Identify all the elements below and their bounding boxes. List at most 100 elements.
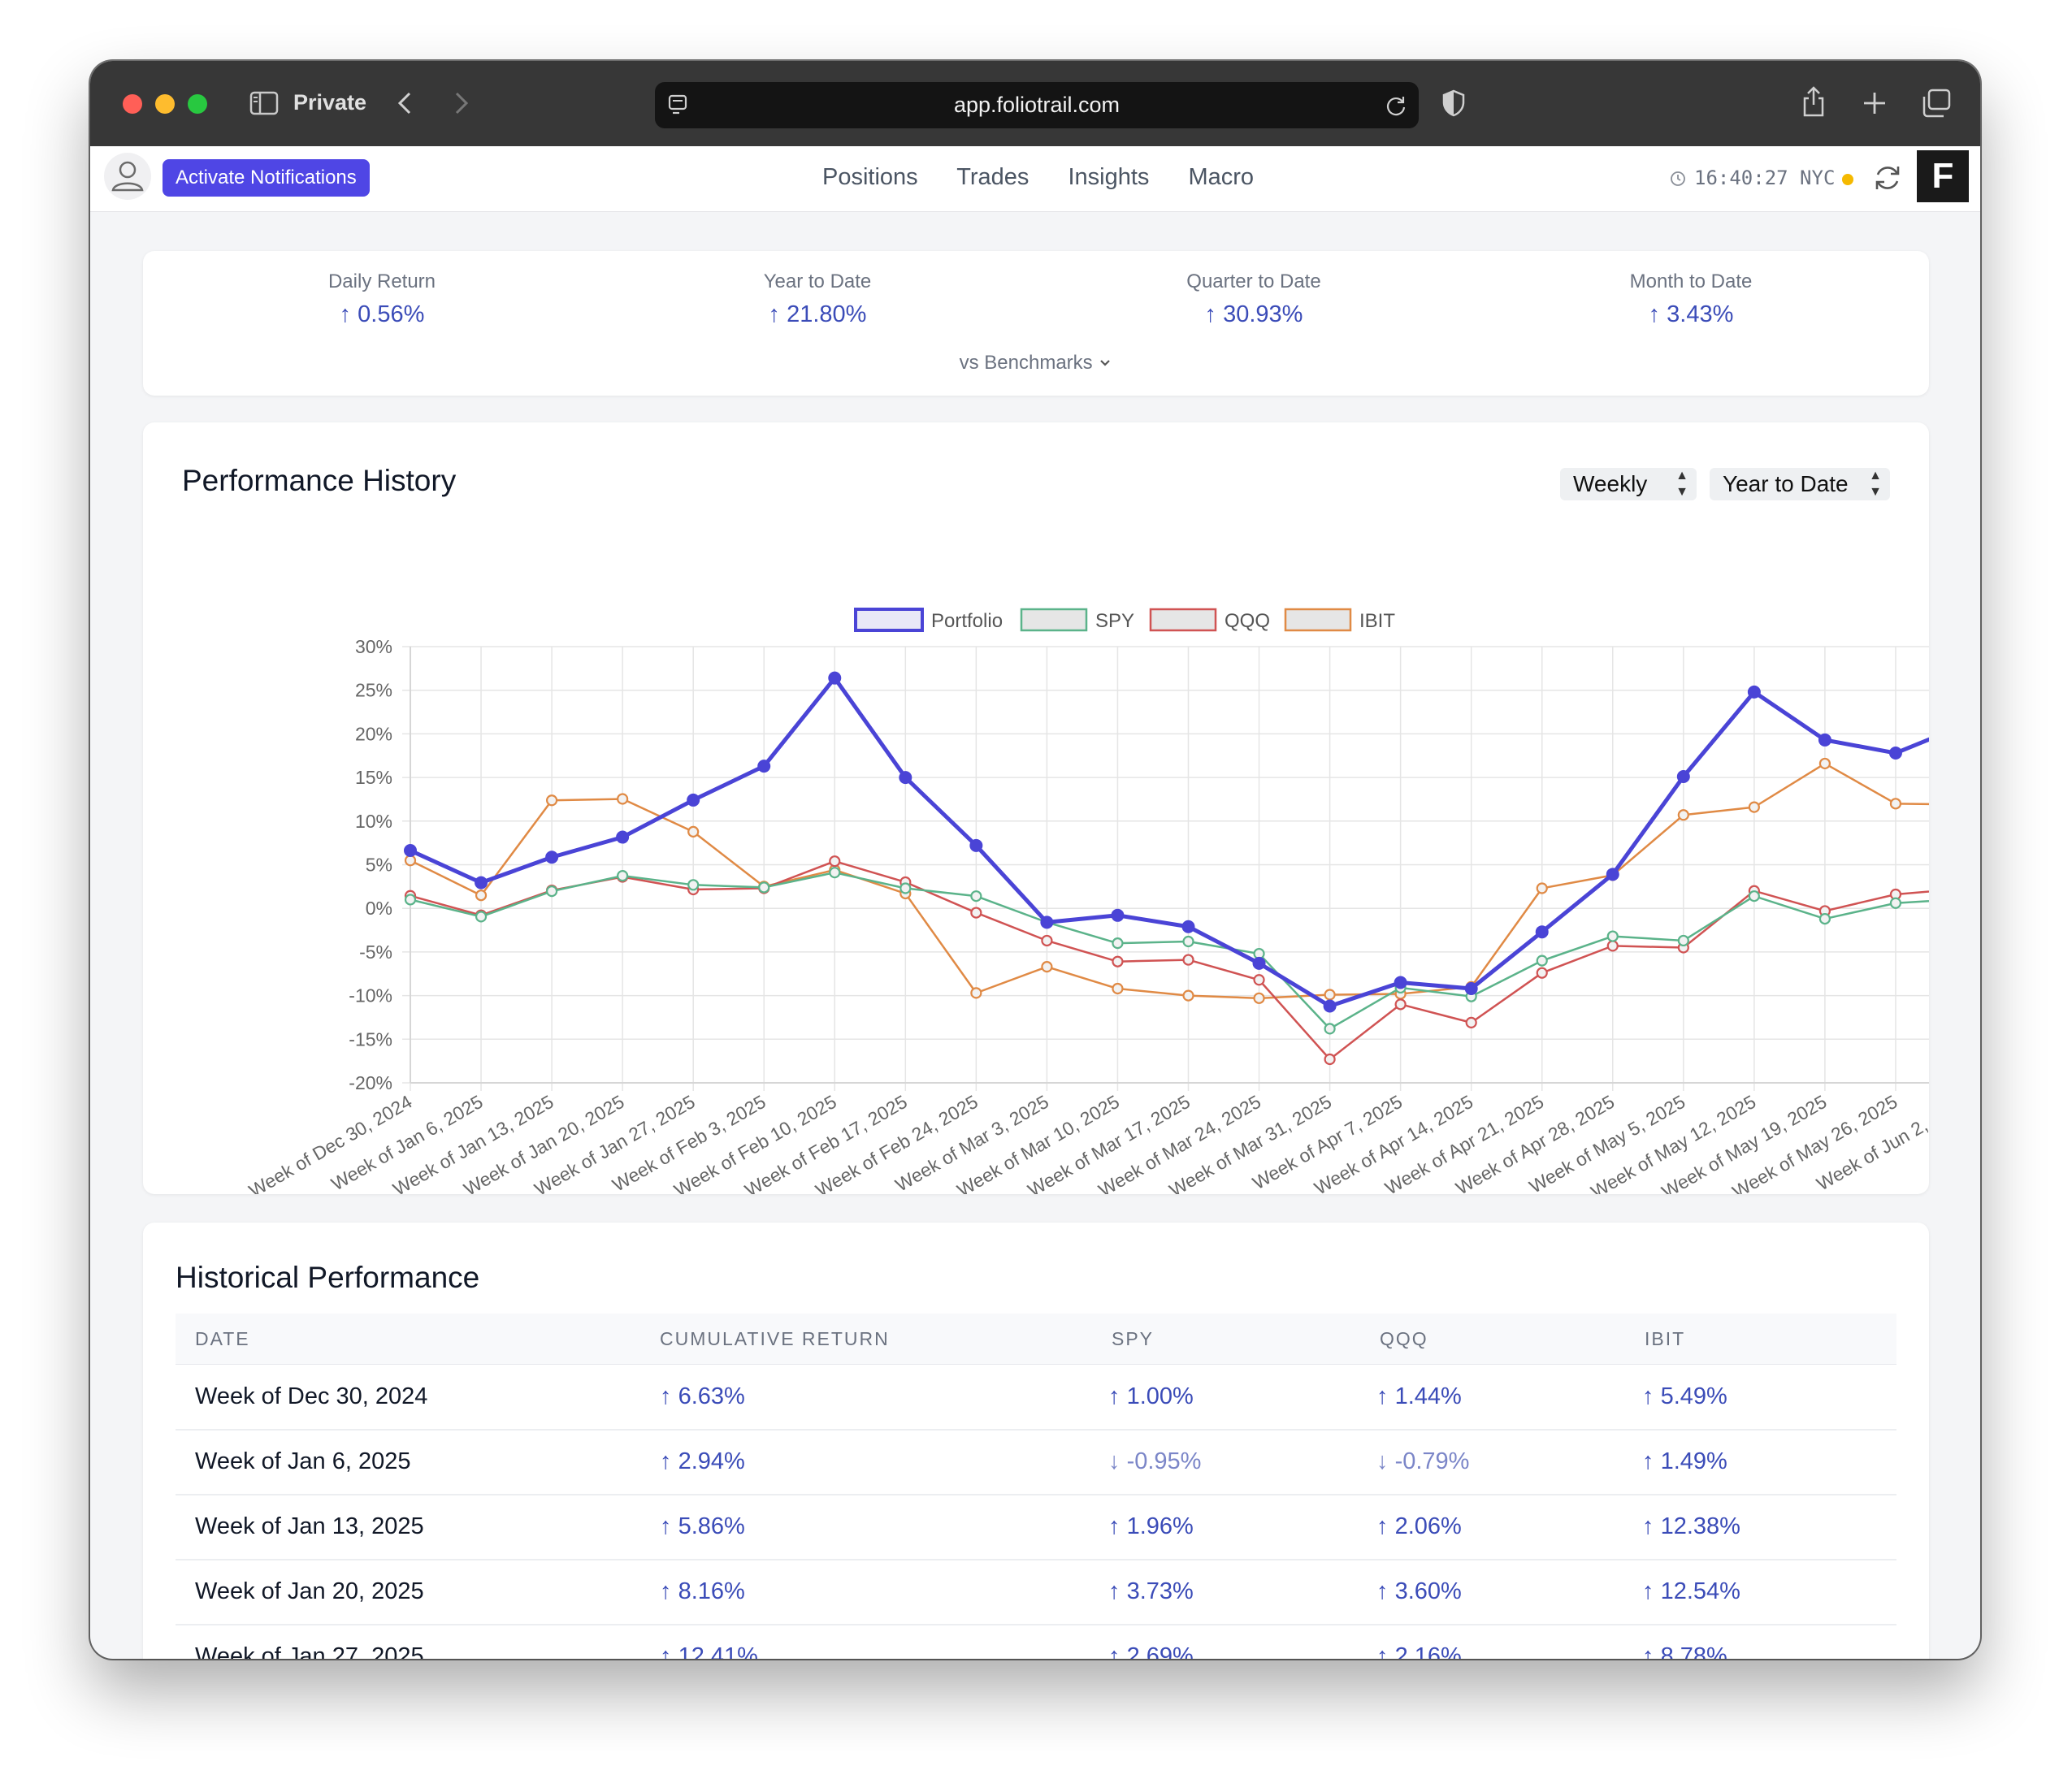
cumulative-cell: ↑ 8.16%: [660, 1578, 745, 1605]
interval-select[interactable]: Weekly ▲ ▼: [1560, 468, 1697, 500]
data-point-portfolio: [1606, 868, 1619, 881]
table-row: Week of Jan 27, 2025 ↑ 12.41% ↑ 2.69% ↑ 2.1…: [176, 1624, 1896, 1659]
nav-trades[interactable]: Trades: [956, 164, 1029, 190]
legend-label-qqq: QQQ: [1225, 610, 1270, 632]
data-point-ibit: [1041, 961, 1053, 973]
market-clock: 16:40:27 NYC: [1694, 167, 1836, 189]
value-text: 12.41%: [678, 1643, 758, 1659]
historical-title: Historical Performance: [176, 1261, 480, 1294]
arrow-up-icon: ↑: [1642, 1448, 1661, 1474]
tab-overview-icon[interactable]: [1921, 89, 1952, 118]
zoom-window-button[interactable]: [188, 94, 207, 114]
ibit-cell: ↑ 5.49%: [1642, 1383, 1727, 1410]
data-point-ibit: [970, 987, 982, 999]
data-point-portfolio: [616, 830, 630, 844]
data-point-ibit: [1748, 801, 1760, 813]
data-point-portfolio: [1111, 908, 1125, 922]
range-select[interactable]: Year to Date ▲ ▼: [1710, 468, 1890, 500]
y-tick-label: -5%: [359, 941, 392, 963]
data-point-portfolio: [1818, 733, 1831, 747]
browser-toolbar: Private app.foliotrail.com: [90, 61, 1980, 146]
data-point-portfolio: [687, 793, 700, 807]
value-text: 1.49%: [1660, 1448, 1727, 1474]
arrow-up-icon: ↑: [660, 1383, 678, 1409]
data-point-qqq: [1606, 940, 1619, 952]
address-bar[interactable]: app.foliotrail.com: [655, 82, 1419, 128]
performance-chart: 30%25%20%15%10%5%0%-5%-10%-15%-20%Week o…: [245, 608, 1929, 1194]
arrow-up-icon: ↑: [1376, 1513, 1395, 1539]
data-point-spy: [758, 881, 770, 894]
arrow-up-icon: ↑: [660, 1643, 678, 1659]
close-window-button[interactable]: [123, 94, 142, 114]
value-text: 12.54%: [1660, 1578, 1740, 1604]
legend-swatch-portfolio: [854, 608, 924, 632]
data-point-portfolio: [899, 771, 912, 785]
y-tick-label: 10%: [355, 811, 392, 832]
arrow-up-icon: ↑: [1648, 301, 1667, 327]
nav-macro[interactable]: Macro: [1188, 164, 1255, 190]
arrow-up-icon: ↑: [339, 301, 358, 327]
data-point-qqq: [1394, 998, 1407, 1011]
nav-positions[interactable]: Positions: [822, 164, 918, 190]
data-point-qqq: [1465, 1016, 1477, 1028]
back-icon[interactable]: [395, 90, 414, 116]
minimize-window-button[interactable]: [155, 94, 175, 114]
column-header-qqq[interactable]: QQQ: [1380, 1328, 1428, 1349]
refresh-icon[interactable]: [1872, 162, 1903, 193]
stat-month-to-date: Month to Date ↑ 3.43%: [1528, 271, 1853, 328]
data-point-spy: [829, 867, 841, 879]
shield-icon[interactable]: [1441, 89, 1466, 117]
arrow-up-icon: ↑: [1376, 1383, 1395, 1409]
legend-label-portfolio: Portfolio: [931, 610, 1003, 632]
data-point-portfolio: [1323, 999, 1337, 1013]
data-point-qqq: [829, 855, 841, 868]
qqq-cell: ↑ 1.44%: [1376, 1383, 1462, 1410]
ibit-cell: ↑ 12.38%: [1642, 1513, 1740, 1540]
data-point-portfolio: [1888, 747, 1902, 760]
forward-icon[interactable]: [452, 90, 471, 116]
nav-insights[interactable]: Insights: [1068, 164, 1150, 190]
app-logo[interactable]: F: [1917, 150, 1969, 202]
data-point-qqq: [1182, 954, 1194, 966]
data-point-spy: [617, 870, 629, 882]
stat-value: ↑ 30.93%: [1204, 301, 1303, 327]
user-icon: [111, 161, 144, 192]
qqq-cell: ↓ -0.79%: [1376, 1448, 1469, 1475]
column-header-ibit[interactable]: IBIT: [1645, 1328, 1686, 1349]
stat-label: Quarter to Date: [1186, 271, 1321, 292]
data-point-ibit: [1182, 989, 1194, 1002]
new-tab-icon[interactable]: [1862, 90, 1888, 116]
arrow-down-icon: ↓: [1108, 1448, 1127, 1474]
value-text: 1.00%: [1126, 1383, 1194, 1409]
value-text: 8.16%: [678, 1578, 745, 1604]
column-header-date[interactable]: DATE: [195, 1328, 250, 1349]
private-mode-label: Private: [293, 90, 367, 115]
cumulative-cell: ↑ 5.86%: [660, 1513, 745, 1540]
data-point-spy: [970, 890, 982, 902]
data-point-spy: [404, 894, 417, 906]
url-text: app.foliotrail.com: [953, 93, 1121, 117]
cumulative-cell: ↑ 2.94%: [660, 1448, 745, 1475]
page-menu-icon[interactable]: [668, 94, 689, 117]
avatar[interactable]: [104, 153, 151, 200]
data-point-spy: [1182, 935, 1194, 948]
y-tick-label: -15%: [349, 1028, 392, 1050]
data-point-qqq: [1041, 934, 1053, 947]
data-point-portfolio: [404, 843, 417, 857]
sidebar-toggle-icon[interactable]: [249, 90, 279, 116]
value-text: 5.49%: [1660, 1383, 1727, 1409]
data-point-qqq: [1112, 955, 1124, 967]
series-line-portfolio: [409, 676, 1929, 1008]
benchmarks-toggle[interactable]: vs Benchmarks: [143, 352, 1929, 374]
y-tick-label: 20%: [355, 723, 392, 744]
spy-cell: ↓ -0.95%: [1108, 1448, 1201, 1475]
data-point-portfolio: [1040, 915, 1054, 929]
reload-icon[interactable]: [1385, 94, 1407, 117]
share-icon[interactable]: [1801, 85, 1827, 118]
legend-swatch-ibit: [1284, 608, 1352, 632]
value-text: 3.73%: [1126, 1578, 1194, 1604]
column-header-cumulative[interactable]: CUMULATIVE RETURN: [660, 1328, 890, 1349]
column-header-spy[interactable]: SPY: [1112, 1328, 1155, 1349]
activate-notifications-button[interactable]: Activate Notifications: [163, 159, 370, 197]
data-point-spy: [1748, 890, 1760, 902]
